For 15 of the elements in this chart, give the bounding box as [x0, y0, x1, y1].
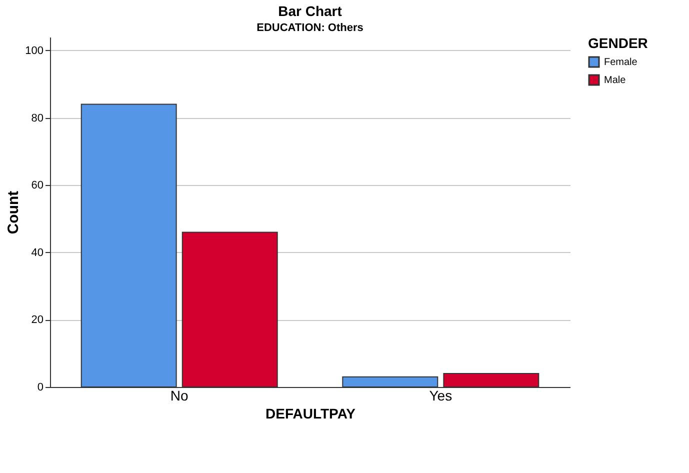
- y-tick-label: 0: [37, 382, 44, 394]
- chart-subtitle: EDUCATION: Others: [256, 22, 364, 34]
- y-axis-title: Count: [5, 190, 22, 234]
- x-axis-title: DEFAULTPAY: [266, 406, 356, 422]
- legend-label: Male: [604, 75, 626, 86]
- x-tick-label: No: [170, 388, 189, 404]
- legend-title: GENDER: [588, 35, 648, 51]
- y-tick-label: 60: [31, 180, 44, 192]
- legend-label: Female: [604, 57, 638, 68]
- y-tick-label: 100: [25, 44, 44, 57]
- x-tick-label: Yes: [429, 388, 452, 404]
- y-tick-label: 20: [31, 314, 44, 326]
- y-tick-label: 40: [31, 246, 44, 259]
- chart-title: Bar Chart: [278, 3, 342, 19]
- y-tick-label: 80: [31, 112, 44, 124]
